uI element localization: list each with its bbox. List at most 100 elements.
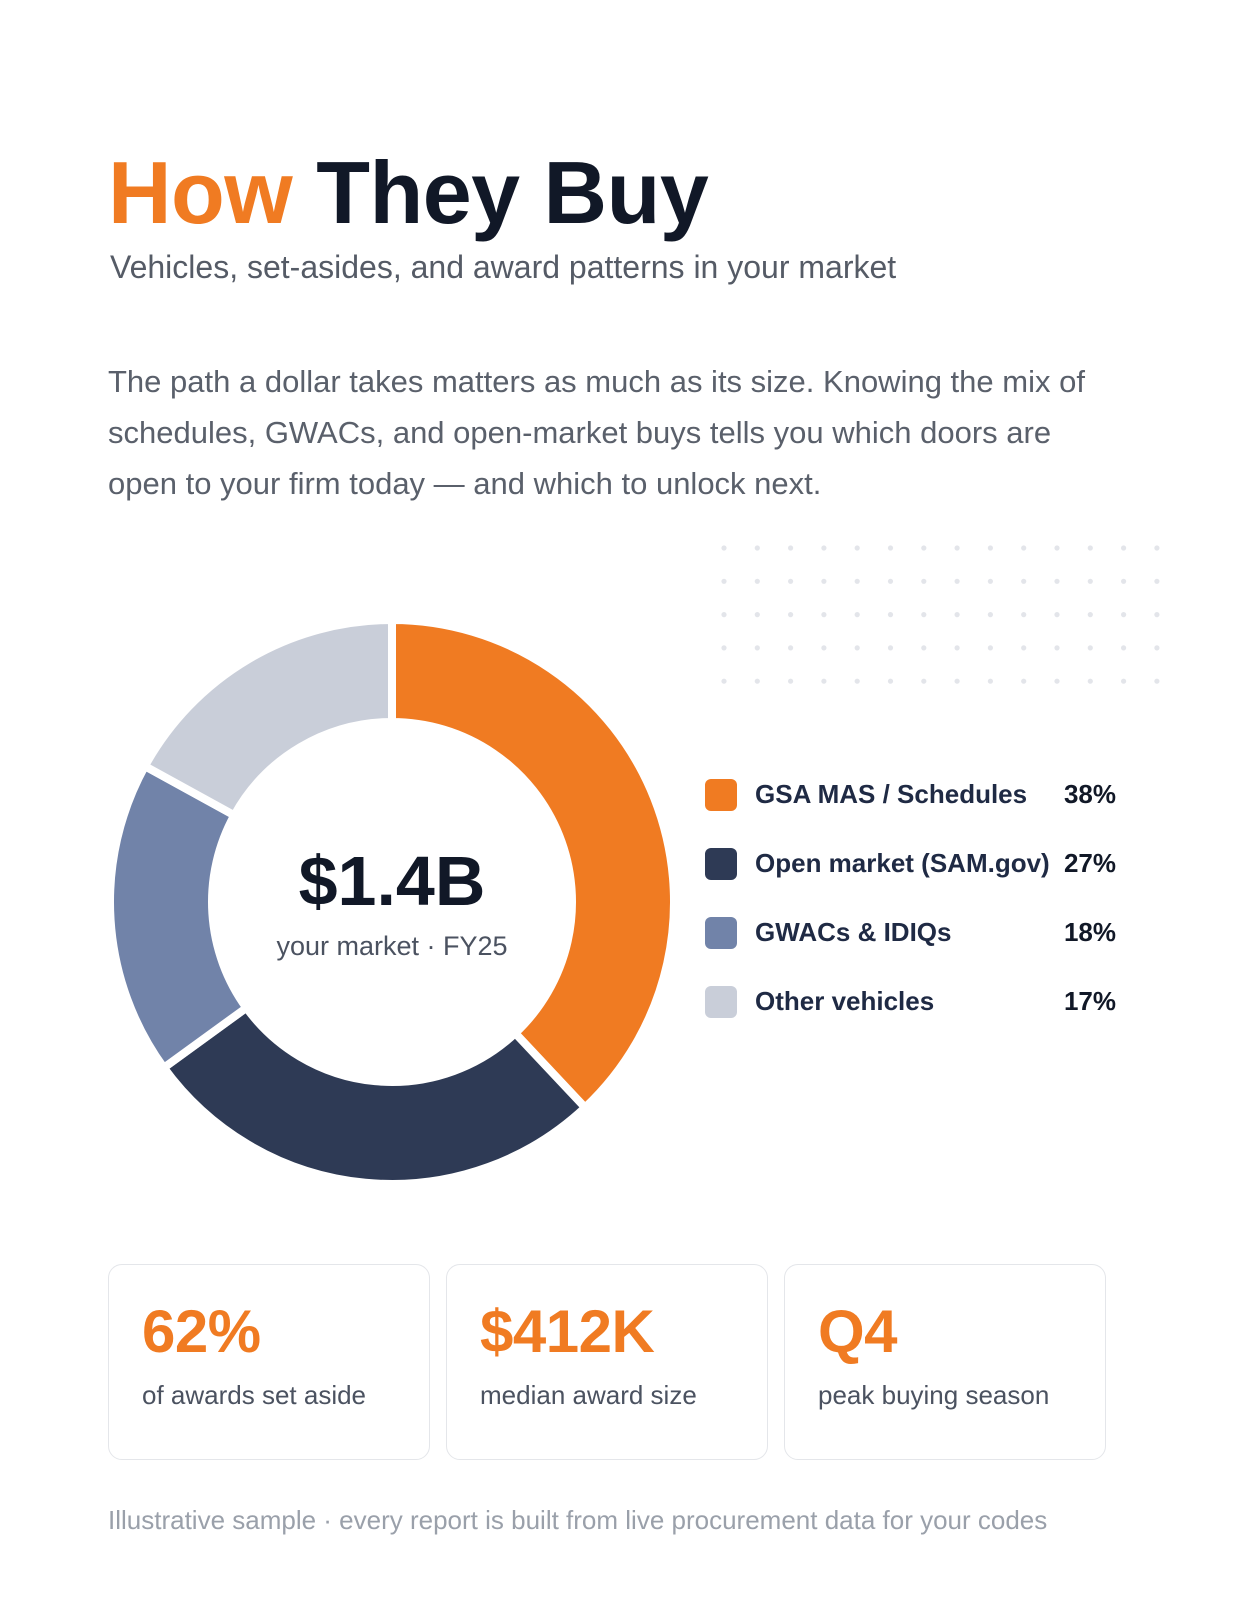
decorative-dot (1154, 645, 1160, 651)
donut-slice-4 (139, 615, 396, 821)
decorative-dot (821, 545, 827, 551)
decorative-dot (1087, 545, 1093, 551)
legend-item: Open market (SAM.gov) 27% (705, 835, 1125, 904)
decorative-dot (821, 578, 827, 584)
decorative-dot (987, 645, 993, 651)
stat-cards: 62% of awards set aside $412K median awa… (108, 1264, 1108, 1462)
decorative-dot (1087, 678, 1093, 684)
decorative-dot (721, 578, 727, 584)
decorative-dot (754, 678, 760, 684)
decorative-dot (954, 645, 960, 651)
decorative-dot (754, 612, 760, 618)
decorative-dot (1087, 578, 1093, 584)
decorative-dot (1054, 645, 1060, 651)
decorative-dot (1154, 578, 1160, 584)
decorative-dot (754, 545, 760, 551)
decorative-dot (987, 578, 993, 584)
decorative-dot (887, 545, 894, 551)
decorative-dot (788, 612, 794, 618)
legend-swatch (705, 986, 737, 1018)
decorative-dot (854, 545, 860, 551)
stat-value: 62% (142, 1298, 261, 1365)
decorative-dot (954, 578, 960, 584)
legend-percent: 18% (1063, 917, 1116, 947)
decorative-dot (954, 678, 960, 684)
legend-percent: 27% (1063, 848, 1116, 878)
decorative-dot (1154, 545, 1160, 551)
decorative-dot (921, 678, 927, 684)
stat-card-peak-season: Q4 peak buying season (784, 1264, 1106, 1460)
page-title: How They Buy (108, 138, 709, 248)
decorative-dot (754, 645, 760, 651)
decorative-dot (788, 678, 794, 684)
decorative-dot (887, 612, 894, 618)
decorative-dot (721, 645, 727, 651)
page-subtitle: Vehicles, set-asides, and award patterns… (110, 249, 897, 285)
legend-percent: 17% (1063, 986, 1116, 1016)
decorative-dot (854, 578, 860, 584)
decorative-dot (821, 612, 827, 618)
decorative-dot (921, 612, 927, 618)
decorative-dot (854, 612, 860, 618)
title-accent: How (108, 143, 293, 242)
legend-percent: 38% (1063, 779, 1116, 809)
decorative-dot (954, 612, 960, 618)
decorative-dot (821, 645, 827, 651)
decorative-dot (721, 545, 727, 551)
decorative-dot (1021, 612, 1027, 618)
legend-label: GSA MAS / Schedules (755, 779, 1028, 809)
stat-value: Q4 (818, 1298, 898, 1365)
decorative-dot (987, 678, 993, 684)
legend-swatch (705, 779, 737, 811)
decorative-dot (921, 645, 927, 651)
decorative-dot (1121, 678, 1127, 684)
decorative-dot (1054, 578, 1060, 584)
decorative-dot (754, 578, 760, 584)
donut-center-label: your market · FY25 (276, 931, 507, 961)
decorative-dot (887, 645, 894, 651)
decorative-dot (1087, 612, 1093, 618)
donut-chart: $1.4B your market · FY25 (106, 615, 678, 1188)
decorative-dot (821, 678, 827, 684)
legend-item: GWACs & IDIQs 18% (705, 904, 1125, 973)
intro-paragraph: The path a dollar takes matters as much … (108, 364, 1085, 501)
decorative-dot (1021, 678, 1027, 684)
legend-swatch (705, 848, 737, 880)
donut-slice-1 (388, 615, 678, 1114)
legend-swatch (705, 917, 737, 949)
decorative-dot (1054, 612, 1060, 618)
donut-slice-2 (158, 1002, 591, 1188)
decorative-dot (1021, 545, 1027, 551)
decorative-dot (1087, 645, 1093, 651)
decorative-dot (788, 578, 794, 584)
legend-label: Other vehicles (755, 986, 935, 1016)
chart-legend: GSA MAS / Schedules 38% Open market (SAM.g… (705, 766, 1125, 1042)
decorative-dot-grid (721, 545, 1160, 684)
decorative-dot (887, 678, 894, 684)
legend-item: Other vehicles 17% (705, 973, 1125, 1042)
decorative-dot (954, 545, 960, 551)
stat-card-median-award: $412K median award size (446, 1264, 768, 1460)
decorative-dot (1121, 545, 1127, 551)
decorative-dot (721, 612, 727, 618)
decorative-dot (1021, 645, 1027, 651)
decorative-dot (854, 678, 860, 684)
decorative-dot (1054, 545, 1060, 551)
stat-label: peak buying season (818, 1380, 1050, 1410)
stat-label: median award size (480, 1380, 697, 1410)
decorative-dot (1154, 612, 1160, 618)
decorative-dot (987, 545, 993, 551)
stat-value: $412K (480, 1298, 655, 1365)
decorative-dot (721, 678, 727, 684)
decorative-dot (1021, 578, 1027, 584)
decorative-dot (788, 545, 794, 551)
decorative-dot (854, 645, 860, 651)
stat-card-set-aside: 62% of awards set aside (108, 1264, 430, 1460)
decorative-dot (1054, 678, 1060, 684)
footnote: Illustrative sample · every report is bu… (108, 1505, 1048, 1535)
donut-center-value: $1.4B (299, 842, 486, 920)
legend-item: GSA MAS / Schedules 38% (705, 766, 1125, 835)
decorative-dot (921, 545, 927, 551)
title-rest: They Buy (316, 143, 709, 242)
decorative-dot (887, 578, 894, 584)
